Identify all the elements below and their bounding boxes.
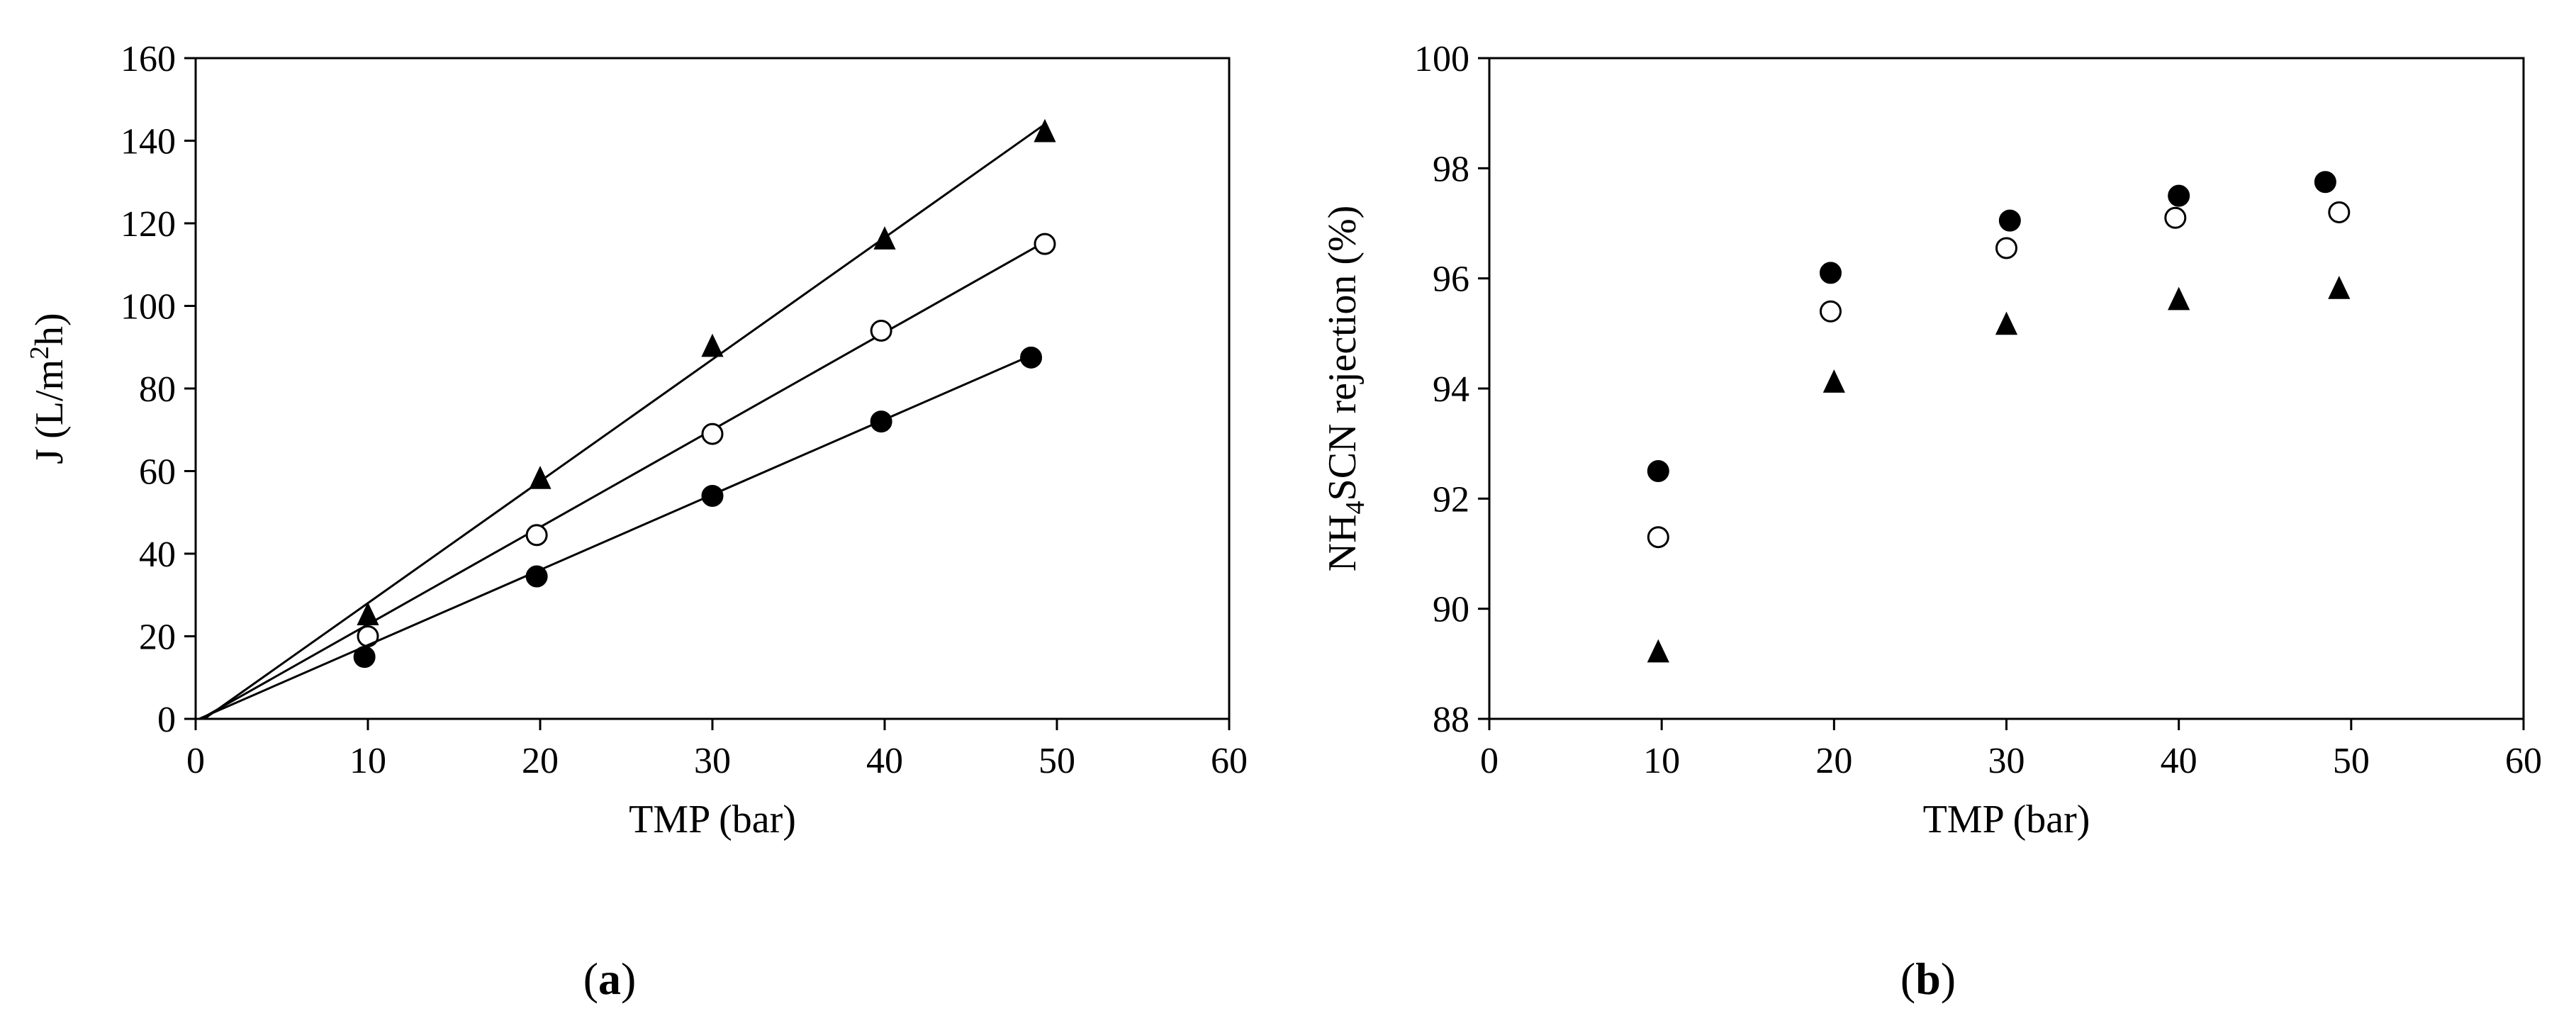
trend-line (203, 123, 1046, 720)
y-axis-title-subscript: 4 (1340, 501, 1370, 514)
x-tick-label: 60 (2505, 741, 2542, 781)
x-tick-label: 20 (522, 741, 559, 781)
y-axis-title-part: SCN rejection (%) (1321, 206, 1365, 501)
data-point-filled-triangle (529, 466, 551, 489)
x-tick-label: 10 (1643, 741, 1680, 781)
data-point-open-circle (1034, 233, 1056, 255)
y-axis-title-part: h) (28, 313, 72, 346)
data-point-filled-circle (353, 646, 376, 669)
y-tick-label: 0 (157, 700, 176, 740)
data-point-open-circle (2164, 206, 2187, 229)
data-point-filled-triangle (1647, 639, 1669, 663)
y-tick-label: 94 (1433, 369, 1469, 410)
y-tick-label: 96 (1433, 259, 1469, 300)
data-point-filled-circle (1998, 209, 2021, 232)
y-tick-label: 60 (139, 452, 176, 493)
x-tick-label: 60 (1211, 741, 1248, 781)
data-point-open-circle (2328, 201, 2351, 223)
chart-panel-a: 0 10 20 30 40 50 60 0 20 40 60 80 100 120 140 160 TMP (b… (25, 39, 1248, 1004)
x-tick-label: 0 (186, 741, 205, 781)
panel-label-letter: a (598, 954, 621, 1004)
y-tick-label: 80 (139, 369, 176, 410)
data-point-open-circle (1647, 526, 1669, 549)
data-point-filled-triangle (2168, 286, 2190, 311)
data-point-filled-triangle (1822, 369, 1845, 393)
data-point-filled-triangle (701, 333, 724, 357)
y-tick-label: 98 (1433, 149, 1469, 189)
y-tick-label: 100 (121, 287, 176, 328)
y-tick-label: 92 (1433, 479, 1469, 520)
trend-line (198, 354, 1032, 720)
plot-frame (194, 57, 1231, 720)
x-tick-label: 20 (1815, 741, 1852, 781)
y-tick-label: 88 (1433, 700, 1469, 740)
data-point-filled-circle (870, 410, 892, 433)
series-1-circle-open (1647, 201, 2351, 549)
y-tick-label: 120 (121, 204, 176, 245)
x-tick-label: 50 (1038, 741, 1075, 781)
x-tick-label: 0 (1480, 741, 1499, 781)
data-point-open-circle (525, 524, 548, 547)
panel-label: (a) (583, 954, 637, 1004)
series-2-circle-filled (198, 346, 1043, 720)
data-point-open-circle (1819, 300, 1842, 323)
data-point-filled-circle (525, 565, 548, 588)
y-axis-title-part: NH (1321, 514, 1365, 571)
data-point-open-circle (1995, 237, 2017, 259)
data-point-filled-triangle (1034, 118, 1056, 142)
data-point-filled-triangle (1995, 311, 2018, 335)
y-tick-label: 20 (139, 617, 176, 658)
trend-line (200, 240, 1046, 720)
data-point-filled-triangle (873, 226, 896, 250)
data-point-filled-circle (701, 484, 724, 507)
data-point-open-circle (870, 319, 892, 342)
x-tick-label: 40 (2161, 741, 2197, 781)
y-tick-label: 140 (121, 122, 176, 162)
series-0-triangle-filled (203, 118, 1056, 720)
data-point-filled-triangle (2328, 276, 2351, 299)
y-tick-label: 40 (139, 535, 176, 575)
data-point-filled-circle (2168, 184, 2190, 207)
series-2-triangle-filled (1647, 276, 2351, 663)
data-point-filled-circle (1020, 346, 1043, 369)
x-axis-title: TMP (bar) (629, 798, 796, 842)
data-point-filled-circle (1819, 262, 1842, 284)
panel-label-letter: b (1915, 954, 1941, 1004)
plot-frame (1488, 57, 2525, 720)
x-tick-label: 50 (2333, 741, 2370, 781)
panel-label-paren: ( (583, 954, 598, 1004)
panel-label-paren: ) (621, 954, 636, 1004)
panel-label: (b) (1900, 954, 1956, 1004)
y-tick-label: 90 (1433, 590, 1469, 630)
data-point-open-circle (701, 423, 724, 445)
data-point-filled-circle (2314, 171, 2336, 194)
x-tick-label: 30 (694, 741, 731, 781)
y-axis-title-part: J (L/m (28, 359, 72, 464)
x-tick-label: 30 (1988, 741, 2025, 781)
x-tick-label: 10 (349, 741, 386, 781)
y-axis-title: J (L/m2h) (25, 313, 72, 464)
y-axis-title-superscript: 2 (25, 346, 55, 359)
x-axis-title: TMP (bar) (1923, 798, 2090, 842)
y-axis-title: NH4SCN rejection (%) (1321, 206, 1370, 572)
y-tick-label: 100 (1414, 39, 1469, 79)
panel-label-paren: ) (1941, 954, 1956, 1004)
panel-label-paren: ( (1900, 954, 1915, 1004)
y-tick-label: 160 (121, 39, 176, 79)
series-0-circle-filled (1647, 171, 2336, 482)
data-point-filled-circle (1647, 460, 1669, 482)
series-1-circle-open (200, 233, 1056, 720)
x-tick-label: 40 (866, 741, 903, 781)
chart-panel-b: 0 10 20 30 40 50 60 88 90 92 94 96 98 100 TMP (bar) NH4… (1321, 39, 2542, 1004)
